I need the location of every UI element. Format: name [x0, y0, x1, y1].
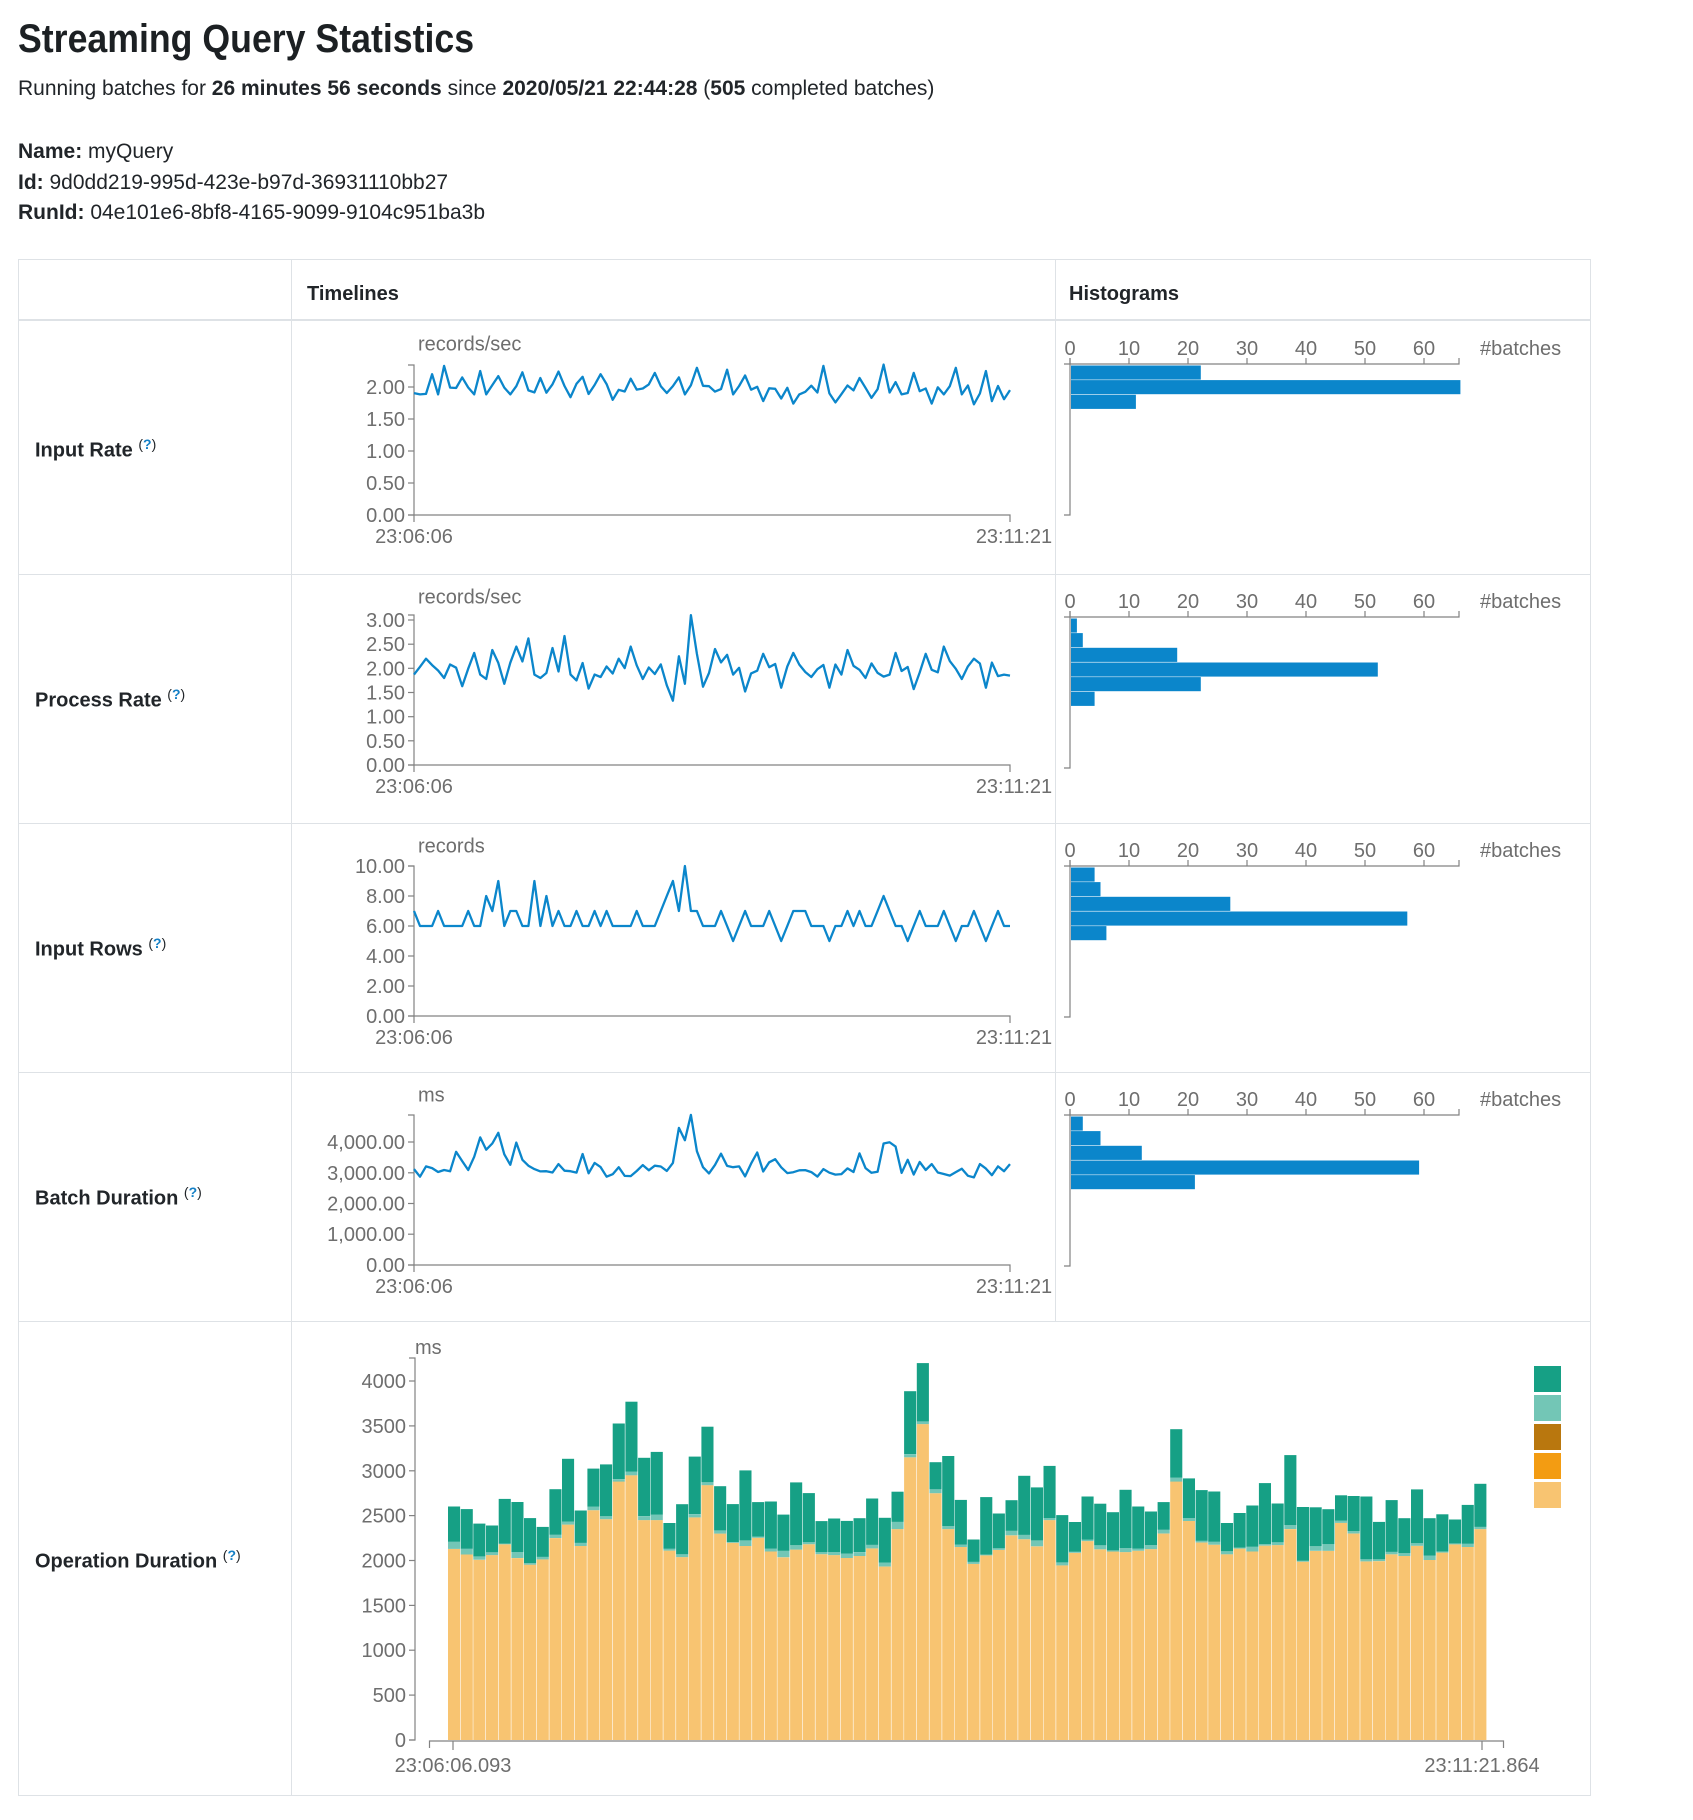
- svg-text:records/sec: records/sec: [418, 587, 521, 609]
- svg-text:10: 10: [1118, 840, 1140, 862]
- svg-text:30: 30: [1236, 1089, 1258, 1111]
- svg-text:40: 40: [1295, 840, 1317, 862]
- svg-text:0: 0: [1064, 338, 1075, 360]
- svg-text:23:11:21: 23:11:21: [976, 776, 1052, 798]
- svg-text:8.00: 8.00: [366, 886, 405, 908]
- svg-text:23:06:06: 23:06:06: [375, 1027, 453, 1049]
- svg-text:0: 0: [1064, 1089, 1075, 1111]
- svg-text:500: 500: [373, 1685, 406, 1707]
- svg-text:40: 40: [1295, 1089, 1317, 1111]
- svg-text:10: 10: [1118, 338, 1140, 360]
- svg-text:1,000.00: 1,000.00: [327, 1224, 405, 1246]
- svg-text:60: 60: [1413, 1089, 1435, 1111]
- svg-text:1.50: 1.50: [366, 409, 405, 431]
- svg-text:50: 50: [1354, 591, 1376, 613]
- svg-text:1.00: 1.00: [366, 441, 405, 463]
- svg-text:records/sec: records/sec: [418, 334, 521, 356]
- svg-text:23:11:21: 23:11:21: [976, 1276, 1052, 1298]
- svg-text:ms: ms: [418, 1085, 445, 1107]
- svg-text:6.00: 6.00: [366, 916, 405, 938]
- svg-text:20: 20: [1177, 338, 1199, 360]
- svg-text:1.50: 1.50: [366, 683, 405, 705]
- svg-text:0: 0: [1064, 591, 1075, 613]
- svg-text:10.00: 10.00: [355, 856, 405, 878]
- svg-text:23:06:06: 23:06:06: [375, 1276, 453, 1298]
- svg-text:3000: 3000: [362, 1461, 407, 1483]
- svg-text:60: 60: [1413, 591, 1435, 613]
- svg-text:40: 40: [1295, 338, 1317, 360]
- svg-text:60: 60: [1413, 338, 1435, 360]
- svg-text:0.00: 0.00: [366, 505, 405, 527]
- svg-text:2.00: 2.00: [366, 658, 405, 680]
- svg-text:2000: 2000: [362, 1551, 407, 1573]
- svg-text:23:11:21: 23:11:21: [976, 526, 1052, 548]
- svg-text:20: 20: [1177, 840, 1199, 862]
- svg-text:30: 30: [1236, 591, 1258, 613]
- svg-text:1500: 1500: [362, 1595, 407, 1617]
- svg-text:0.00: 0.00: [366, 755, 405, 777]
- svg-text:20: 20: [1177, 1089, 1199, 1111]
- svg-text:0.00: 0.00: [366, 1255, 405, 1277]
- svg-text:2.00: 2.00: [366, 976, 405, 998]
- svg-text:50: 50: [1354, 1089, 1376, 1111]
- svg-text:40: 40: [1295, 591, 1317, 613]
- svg-text:#batches: #batches: [1480, 338, 1561, 360]
- svg-text:0.00: 0.00: [366, 1006, 405, 1028]
- svg-text:3.00: 3.00: [366, 610, 405, 632]
- svg-text:20: 20: [1177, 591, 1199, 613]
- svg-text:23:06:06: 23:06:06: [375, 776, 453, 798]
- svg-text:50: 50: [1354, 338, 1376, 360]
- svg-text:3,000.00: 3,000.00: [327, 1163, 405, 1185]
- svg-text:1.00: 1.00: [366, 707, 405, 729]
- svg-text:2500: 2500: [362, 1506, 407, 1528]
- svg-text:23:11:21.864: 23:11:21.864: [1424, 1755, 1539, 1777]
- svg-text:23:06:06: 23:06:06: [375, 526, 453, 548]
- svg-text:#batches: #batches: [1480, 840, 1561, 862]
- svg-text:0.50: 0.50: [366, 473, 405, 495]
- svg-text:10: 10: [1118, 591, 1140, 613]
- svg-text:#batches: #batches: [1480, 591, 1561, 613]
- svg-text:2,000.00: 2,000.00: [327, 1194, 405, 1216]
- svg-text:23:06:06.093: 23:06:06.093: [395, 1755, 512, 1777]
- svg-text:records: records: [418, 836, 485, 858]
- svg-text:0: 0: [1064, 840, 1075, 862]
- svg-text:4000: 4000: [362, 1371, 407, 1393]
- svg-text:50: 50: [1354, 840, 1376, 862]
- svg-text:0: 0: [395, 1730, 406, 1752]
- svg-text:23:11:21: 23:11:21: [976, 1027, 1052, 1049]
- svg-text:10: 10: [1118, 1089, 1140, 1111]
- svg-text:30: 30: [1236, 338, 1258, 360]
- svg-text:ms: ms: [415, 1337, 442, 1359]
- svg-text:4.00: 4.00: [366, 946, 405, 968]
- svg-text:#batches: #batches: [1480, 1089, 1561, 1111]
- svg-text:2.00: 2.00: [366, 377, 405, 399]
- svg-text:4,000.00: 4,000.00: [327, 1132, 405, 1154]
- svg-text:1000: 1000: [362, 1640, 407, 1662]
- svg-text:2.50: 2.50: [366, 634, 405, 656]
- svg-text:3500: 3500: [362, 1416, 407, 1438]
- svg-text:60: 60: [1413, 840, 1435, 862]
- svg-text:0.50: 0.50: [366, 731, 405, 753]
- svg-text:30: 30: [1236, 840, 1258, 862]
